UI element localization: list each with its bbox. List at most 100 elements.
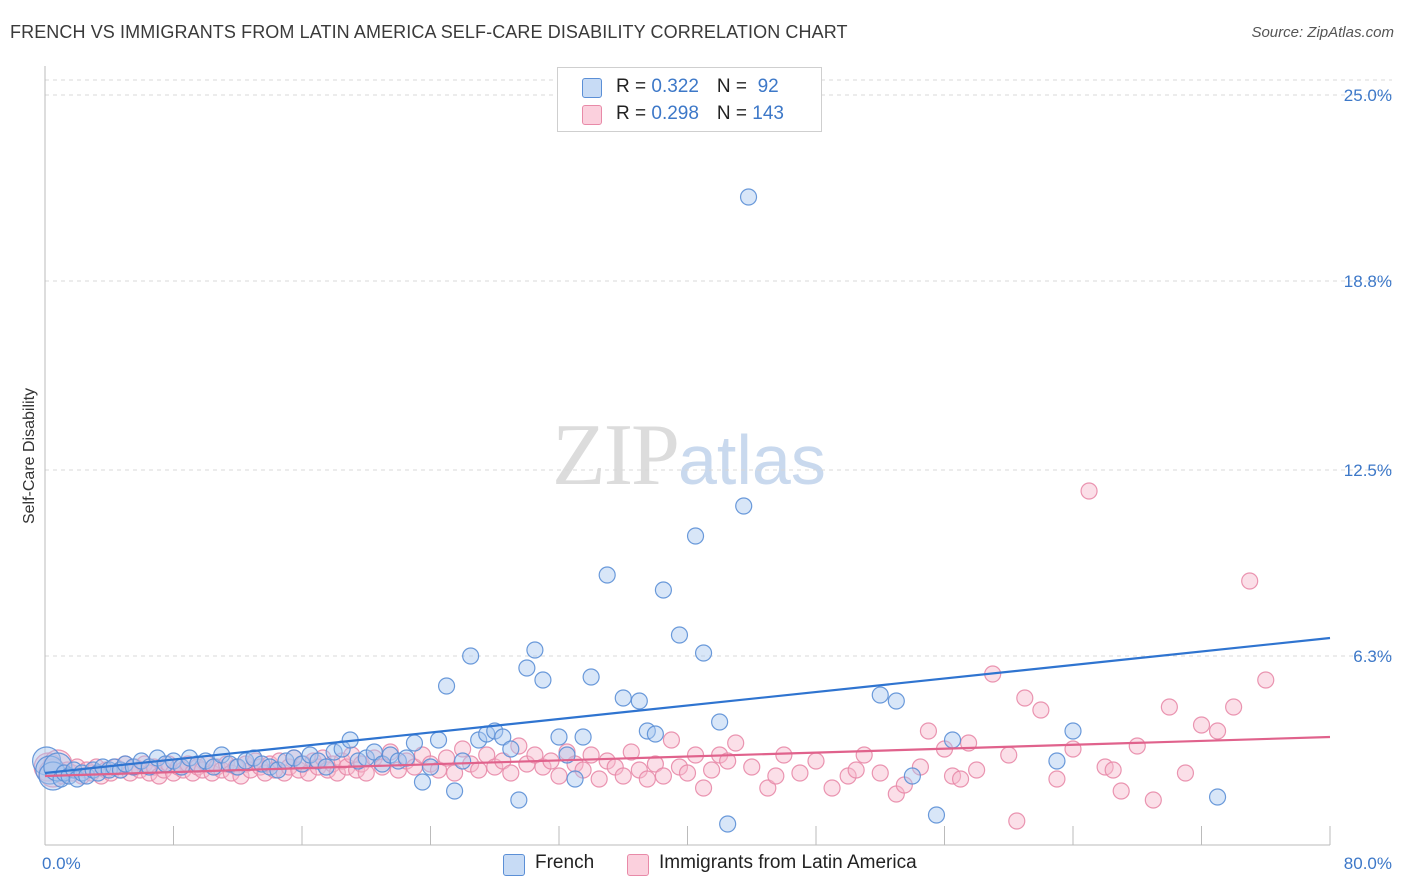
latin-trend-line (44, 735, 1331, 778)
y-axis-label: Self-Care Disability (21, 388, 38, 524)
latin-point (823, 779, 841, 797)
french-point (871, 686, 889, 704)
french-point (582, 668, 600, 686)
latin-point (1128, 737, 1146, 755)
latin-point (357, 764, 375, 782)
watermark: ZIPatlas (552, 405, 826, 506)
french-point (735, 497, 753, 515)
latin-point (654, 767, 673, 785)
french-point (510, 791, 528, 809)
latin-point (719, 752, 737, 770)
latin-point (622, 743, 640, 761)
latin-point (1176, 764, 1195, 782)
watermark-atlas: atlas (678, 421, 826, 499)
french-point (462, 647, 480, 665)
correlation-legend: R = 0.322 N = 92 R = 0.298 N = 143 (557, 67, 822, 132)
latin-point (775, 746, 793, 764)
french-point (413, 773, 432, 791)
latin-point (646, 755, 664, 773)
legend-row-latin: R = 0.298 N = 143 (582, 103, 784, 127)
french-point (943, 731, 962, 749)
latin-point (807, 752, 825, 770)
french-point (397, 749, 416, 767)
latin-point (638, 770, 656, 788)
french-point (646, 725, 664, 743)
latin-point (678, 764, 697, 782)
latin-point (847, 761, 865, 779)
latin-point (470, 761, 488, 779)
legend-row-french: R = 0.322 N = 92 (582, 76, 779, 100)
french-point (502, 740, 520, 758)
latin-point (968, 761, 986, 779)
french-point (518, 659, 536, 677)
bottom-legend-french-label: French (535, 852, 595, 873)
r-label: R = (616, 103, 652, 124)
latin-point (767, 767, 785, 785)
latin-point (614, 767, 632, 785)
french-point (598, 566, 616, 584)
y-tick-label: 25.0% (1344, 86, 1392, 105)
french-point (574, 728, 592, 746)
french-point (1064, 722, 1082, 740)
french-point (739, 188, 758, 206)
latin-point (1048, 770, 1066, 788)
french-point (421, 758, 440, 776)
latin-point (1208, 722, 1227, 740)
french-trend-line (44, 636, 1331, 775)
french-point (719, 815, 737, 833)
french-point (1208, 788, 1227, 806)
latin-point (1241, 572, 1259, 590)
latin-point (919, 722, 938, 740)
latin-point (445, 764, 464, 782)
r-label: R = (616, 76, 652, 97)
n-value-latin: 143 (752, 103, 784, 124)
data-points (32, 188, 1275, 833)
latin-point (1112, 782, 1130, 800)
french-point (405, 734, 424, 752)
x-tick-label: 80.0% (1344, 854, 1392, 873)
french-point (454, 752, 472, 770)
french-point (903, 767, 921, 785)
latin-point (1144, 791, 1162, 809)
latin-point (590, 770, 608, 788)
grid-lines (45, 79, 1392, 657)
french-point (686, 527, 705, 545)
latin-point (1192, 716, 1211, 734)
french-swatch (582, 78, 602, 98)
french-point (654, 581, 673, 599)
legend-text-french: R = 0.322 N = 92 (616, 76, 779, 98)
bottom-legend-latin-label: Immigrants from Latin America (659, 852, 917, 873)
latin-point (727, 734, 745, 752)
latin-point (1064, 740, 1082, 758)
french-point (550, 728, 568, 746)
chart-title: FRENCH VS IMMIGRANTS FROM LATIN AMERICA … (10, 22, 848, 42)
french-point (526, 641, 544, 659)
latin-point (871, 764, 889, 782)
latin-point (951, 770, 970, 788)
latin-point (1160, 698, 1178, 716)
latin-point (855, 746, 873, 764)
latin-point (1016, 689, 1034, 707)
latin-point (743, 758, 761, 776)
french-point (711, 713, 729, 731)
latin-swatch (582, 105, 602, 125)
latin-point (1032, 701, 1050, 719)
latin-point (550, 767, 568, 785)
french-point (437, 677, 456, 695)
french-point (614, 689, 632, 707)
french-point (534, 671, 552, 689)
french-point (1048, 752, 1066, 770)
latin-point (454, 740, 472, 758)
latin-point (694, 779, 713, 797)
french-point (887, 692, 905, 710)
latin-point (502, 764, 520, 782)
axes (44, 66, 1331, 846)
r-value-french: 0.322 (651, 76, 699, 97)
n-value-french: 92 (752, 76, 779, 97)
watermark-zip: ZIP (552, 407, 680, 504)
french-point (566, 770, 584, 788)
french-swatch (503, 854, 525, 876)
french-point (429, 731, 448, 749)
french-point (494, 728, 512, 746)
